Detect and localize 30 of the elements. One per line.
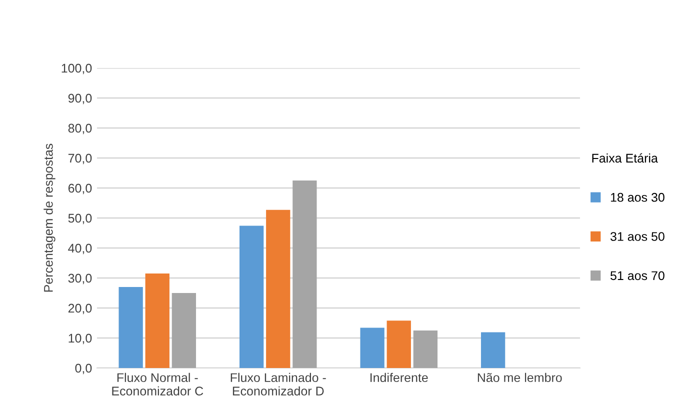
x-tick-label: Fluxo Normal - Economizador C [112, 372, 204, 396]
y-axis-title: Percentagem de respostas [44, 144, 56, 292]
y-tick-label: 70,0 [68, 154, 92, 164]
y-tick-label: 60,0 [68, 184, 92, 194]
y-tick-label: 50,0 [68, 214, 92, 224]
x-tick-label: Indiferente [370, 372, 428, 382]
y-tick-label: 10,0 [68, 334, 92, 344]
bar [386, 320, 411, 368]
bar [172, 293, 196, 368]
y-tick-label: 80,0 [68, 124, 92, 134]
bar [360, 328, 384, 368]
y-tick-label: 20,0 [68, 304, 92, 314]
x-tick-label: Não me lembro [478, 372, 562, 382]
legend-title: Faixa Etária [592, 153, 658, 163]
x-tick-label: Fluxo Laminado - Economizador D [230, 372, 326, 396]
y-tick-label: 0,0 [75, 364, 92, 374]
bar [292, 180, 317, 368]
bar [266, 210, 290, 368]
bar [239, 226, 264, 368]
legend-label: 51 aos 70 [610, 271, 664, 280]
bar [413, 330, 438, 368]
legend-label: 31 aos 50 [610, 232, 664, 241]
bar [118, 287, 143, 368]
bar [145, 274, 170, 368]
y-tick-label: 40,0 [68, 244, 92, 254]
bar [480, 332, 506, 368]
y-tick-label: 100,0 [62, 64, 92, 74]
legend-label: 18 aos 30 [610, 192, 664, 202]
y-tick-label: 90,0 [68, 94, 92, 104]
y-tick-label: 30,0 [68, 274, 92, 284]
